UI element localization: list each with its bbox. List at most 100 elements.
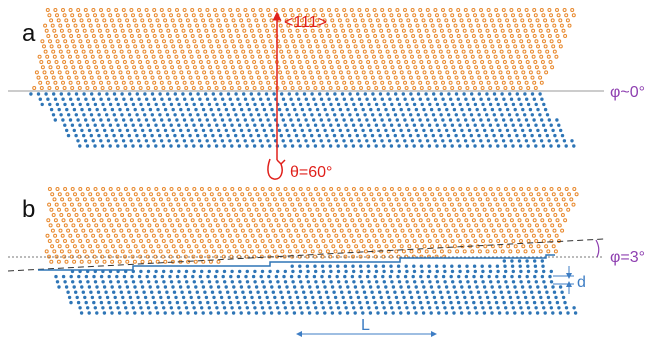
lower-grain-atom [69, 274, 73, 279]
upper-grain-atom [145, 202, 150, 207]
upper-grain-atom [488, 187, 493, 191]
upper-grain-atom [190, 8, 195, 12]
upper-grain-atom [124, 223, 129, 228]
lower-grain-atom [433, 118, 437, 122]
upper-grain-atom [287, 75, 292, 80]
upper-grain-atom [278, 244, 283, 249]
upper-grain-atom [312, 34, 317, 38]
upper-grain-atom [487, 60, 492, 64]
upper-grain-atom [290, 13, 295, 18]
lower-grain-atom [331, 128, 335, 133]
lower-grain-atom [439, 133, 443, 138]
lower-grain-atom [389, 144, 394, 148]
upper-grain-atom [259, 60, 264, 64]
upper-grain-atom [501, 80, 506, 85]
lower-grain-atom [198, 118, 202, 122]
upper-grain-atom [54, 60, 59, 64]
upper-grain-atom [73, 228, 78, 233]
lower-grain-atom [160, 118, 164, 122]
lower-grain-atom [150, 133, 154, 138]
upper-grain-atom [269, 207, 274, 212]
upper-grain-atom [226, 75, 231, 80]
upper-grain-atom [167, 8, 172, 12]
upper-grain-atom [425, 8, 430, 12]
upper-grain-atom [409, 249, 414, 254]
upper-grain-atom [434, 202, 439, 207]
lower-grain-atom [384, 107, 388, 112]
upper-grain-atom [42, 70, 47, 75]
upper-grain-atom [128, 28, 133, 33]
upper-grain-atom [513, 70, 518, 75]
lower-grain-atom [337, 280, 341, 284]
upper-grain-atom [138, 86, 143, 90]
lower-grain-atom [314, 102, 318, 107]
upper-grain-atom [509, 218, 514, 223]
upper-grain-atom [405, 65, 410, 70]
upper-grain-atom [134, 228, 139, 233]
upper-grain-atom [310, 213, 315, 217]
upper-grain-atom [407, 23, 412, 28]
upper-grain-atom [506, 23, 511, 28]
upper-grain-atom [52, 197, 57, 202]
upper-grain-atom [279, 49, 284, 54]
lower-grain-atom [116, 144, 120, 148]
panel-b-letter: b [22, 196, 35, 223]
lower-grain-atom [145, 274, 149, 279]
upper-grain-atom [535, 223, 539, 228]
upper-grain-atom [400, 49, 405, 54]
lower-grain-atom [389, 123, 394, 127]
upper-grain-atom [240, 244, 245, 249]
upper-grain-atom [523, 197, 528, 202]
upper-grain-atom [84, 60, 89, 64]
upper-grain-atom [358, 202, 363, 207]
lower-grain-atom [239, 285, 244, 289]
upper-grain-atom [253, 39, 258, 44]
upper-grain-atom [146, 86, 151, 90]
upper-grain-atom [355, 75, 360, 80]
upper-grain-atom [392, 228, 397, 233]
upper-grain-atom [148, 244, 153, 249]
lower-grain-atom [103, 107, 107, 112]
lower-grain-atom [400, 290, 405, 294]
upper-grain-atom [171, 44, 176, 49]
upper-grain-atom [120, 213, 125, 217]
lower-grain-atom [431, 133, 435, 138]
lower-grain-atom [504, 306, 508, 310]
upper-grain-atom [369, 192, 374, 197]
upper-grain-atom [472, 202, 477, 207]
lower-grain-atom [477, 133, 481, 138]
upper-grain-atom [404, 60, 409, 64]
upper-grain-atom [516, 54, 521, 59]
upper-grain-atom [356, 249, 361, 254]
lower-grain-atom [412, 306, 417, 310]
lower-grain-atom [534, 269, 538, 274]
upper-grain-atom [392, 23, 397, 28]
upper-grain-atom [444, 44, 449, 49]
upper-grain-atom [213, 8, 217, 12]
upper-grain-atom [209, 192, 214, 197]
lower-grain-atom [321, 144, 325, 148]
lower-grain-atom [185, 280, 189, 284]
upper-grain-atom [208, 18, 213, 23]
upper-grain-atom [442, 60, 447, 64]
lower-grain-atom [408, 290, 412, 294]
lower-grain-atom [530, 113, 534, 117]
lower-grain-atom [173, 133, 177, 138]
upper-grain-atom [257, 249, 262, 254]
lower-grain-atom [556, 144, 561, 148]
upper-grain-atom [455, 197, 460, 202]
lower-grain-atom [110, 128, 115, 133]
lower-grain-atom [470, 295, 475, 300]
upper-grain-atom [476, 49, 481, 54]
upper-grain-atom [333, 197, 338, 202]
upper-grain-atom [539, 233, 544, 238]
lower-grain-atom [418, 300, 423, 305]
lower-grain-atom [346, 128, 350, 133]
lower-grain-atom [407, 107, 411, 112]
upper-grain-atom [144, 233, 149, 238]
upper-grain-atom [495, 60, 500, 64]
lower-grain-atom [514, 290, 519, 294]
lower-grain-atom [473, 144, 477, 148]
upper-grain-atom [336, 39, 341, 44]
upper-grain-atom [330, 207, 335, 212]
